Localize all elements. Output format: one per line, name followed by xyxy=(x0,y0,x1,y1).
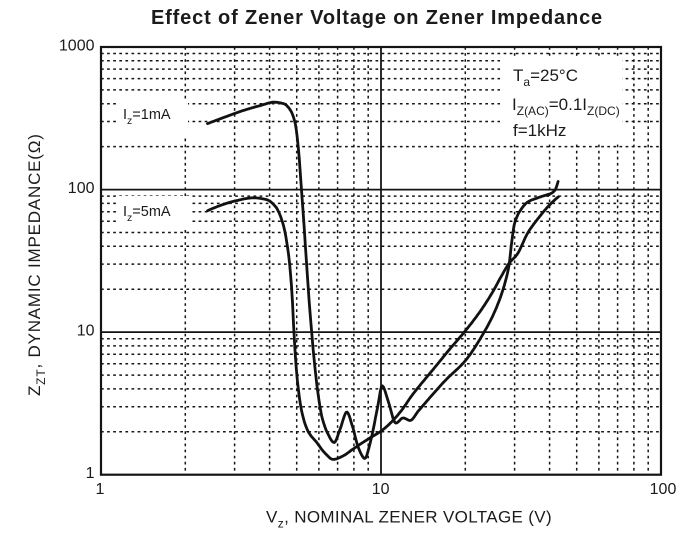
svg-text:f=1kHz: f=1kHz xyxy=(513,121,566,140)
svg-text:Iz=1mA: Iz=1mA xyxy=(123,107,171,127)
svg-text:Vz, NOMINAL ZENER VOLTAGE (V): Vz, NOMINAL ZENER VOLTAGE (V) xyxy=(266,508,552,531)
svg-text:10: 10 xyxy=(77,323,95,340)
svg-text:1: 1 xyxy=(96,481,105,498)
svg-text:Ta=25°C: Ta=25°C xyxy=(513,66,578,89)
svg-text:1: 1 xyxy=(86,465,95,482)
svg-text:ZZT, DYNAMIC IMPEDANCE(Ω): ZZT, DYNAMIC IMPEDANCE(Ω) xyxy=(25,133,48,396)
svg-text:Iz=5mA: Iz=5mA xyxy=(123,204,171,224)
svg-text:Effect of Zener Voltage on Zen: Effect of Zener Voltage on Zener Impedan… xyxy=(151,7,603,29)
svg-text:1000: 1000 xyxy=(59,38,95,55)
svg-text:100: 100 xyxy=(650,481,677,498)
svg-text:10: 10 xyxy=(372,481,390,498)
svg-text:100: 100 xyxy=(68,180,95,197)
